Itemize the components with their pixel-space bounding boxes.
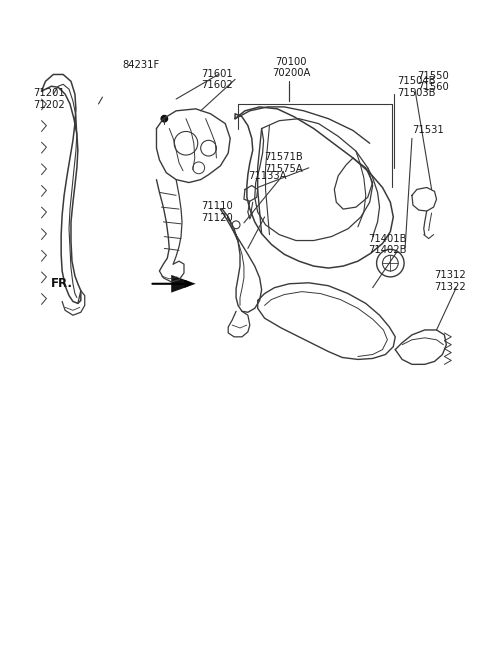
Circle shape: [160, 115, 168, 122]
Text: 71401B
71402B: 71401B 71402B: [368, 234, 406, 255]
Text: 84231F: 84231F: [122, 60, 159, 69]
Text: 71201
71202: 71201 71202: [34, 88, 65, 110]
Text: 71312
71322: 71312 71322: [434, 270, 466, 291]
Text: 71133A: 71133A: [248, 171, 287, 181]
Text: 71550
71560: 71550 71560: [417, 71, 449, 92]
Text: 71110
71120: 71110 71120: [201, 201, 232, 223]
Text: FR.: FR.: [51, 277, 73, 290]
Text: 71601
71602: 71601 71602: [201, 69, 232, 90]
Text: 70100
70200A: 70100 70200A: [272, 57, 310, 79]
Text: 71571B
71575A: 71571B 71575A: [264, 152, 303, 174]
Text: 71531: 71531: [412, 126, 444, 136]
Polygon shape: [171, 275, 196, 293]
Text: 71504B
71503B: 71504B 71503B: [397, 77, 436, 98]
